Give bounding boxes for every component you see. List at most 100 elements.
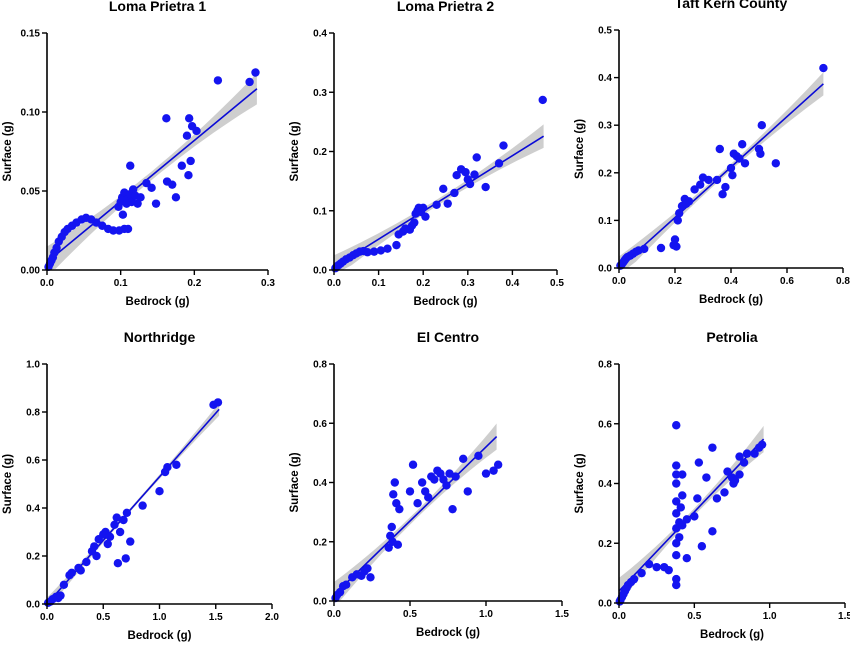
data-point [133, 199, 142, 208]
chart-panel-6: 0.0 0.5 1.0 1.5 0.0 0.2 0.4 0.6 0.8 Petrolia Bedro… [574, 329, 850, 641]
x-tick-label: 0.5 [687, 611, 701, 622]
data-point [115, 527, 125, 537]
data-point [421, 212, 430, 221]
x-tick-label: 0.0 [40, 278, 54, 289]
x-tick-label: 2.0 [265, 612, 279, 623]
data-point [76, 566, 85, 575]
x-axis-label: Bedrock (g) [699, 294, 763, 306]
data-point [735, 154, 744, 163]
y-tick-label: 0.0 [598, 599, 612, 610]
y-tick-label: 0.15 [21, 29, 41, 40]
data-point [413, 499, 422, 508]
data-point [740, 159, 750, 168]
data-point [451, 472, 460, 481]
x-tick-label: 0.5 [96, 612, 110, 623]
data-point [424, 493, 433, 502]
data-point [718, 190, 727, 199]
data-point [735, 452, 744, 461]
chart-title: Loma Prietra 2 [397, 0, 494, 14]
data-point [105, 532, 115, 541]
x-tick-label: 1.5 [555, 609, 569, 620]
y-tick-label: 0.1 [313, 206, 327, 217]
data-point [251, 68, 260, 77]
y-tick-label: 0.4 [313, 478, 327, 489]
data-point [690, 512, 699, 521]
data-point [499, 141, 508, 150]
data-point [147, 183, 156, 193]
y-axis-label: Surface (g) [289, 452, 301, 512]
data-point [672, 497, 681, 506]
data-point [474, 451, 483, 461]
chart-panel-3: 0.0 0.2 0.4 0.6 0.8 0.0 0.1 0.2 0.3 0.4 0.5 Taft Ke… [574, 0, 850, 306]
data-point [432, 200, 441, 210]
x-tick-label: 1.0 [763, 611, 777, 622]
y-tick-label: 0.0 [598, 264, 612, 275]
data-point [675, 533, 684, 542]
data-point [678, 491, 687, 500]
chart-title: Northridge [124, 329, 196, 345]
data-point [463, 487, 472, 496]
data-point [341, 580, 351, 589]
data-point [366, 573, 375, 582]
data-point [652, 562, 661, 572]
x-axis-label: Bedrock (g) [128, 630, 192, 642]
data-point [184, 114, 194, 123]
y-tick-label: 0.0 [313, 266, 327, 277]
x-tick-label: 0.0 [612, 276, 626, 287]
x-tick-label: 0.1 [372, 278, 386, 289]
data-point [676, 503, 685, 512]
data-point [682, 515, 691, 524]
data-point [408, 460, 418, 469]
data-point [756, 149, 765, 158]
y-tick-label: 0.3 [313, 88, 327, 99]
data-point [690, 185, 699, 194]
data-point [742, 449, 752, 458]
data-point [383, 244, 392, 253]
data-point [192, 126, 201, 136]
y-tick-label: 0.0 [26, 600, 40, 611]
data-point [417, 478, 427, 487]
x-tick-label: 0.5 [550, 278, 564, 289]
y-tick-label: 0.3 [598, 121, 612, 132]
data-point [472, 153, 481, 162]
regression-line [618, 83, 824, 269]
data-point [682, 553, 691, 563]
confidence-band [334, 423, 497, 601]
data-point [640, 244, 649, 254]
data-point [757, 440, 767, 449]
x-tick-label: 0.0 [327, 609, 341, 620]
y-tick-label: 0.1 [598, 216, 612, 227]
y-tick-label: 0.0 [313, 597, 327, 608]
data-point [82, 557, 91, 567]
data-point [708, 527, 717, 536]
data-point [712, 494, 722, 503]
data-point [672, 470, 681, 479]
data-point [672, 242, 681, 251]
data-point [110, 520, 119, 529]
data-point [670, 235, 680, 244]
data-point [712, 175, 722, 185]
chart-title: El Centro [417, 329, 479, 345]
data-point [704, 175, 713, 185]
chart-title: Petrolia [706, 329, 758, 345]
data-point [465, 179, 475, 189]
x-tick-label: 0.5 [403, 609, 417, 620]
data-point [493, 460, 503, 469]
x-tick-label: 0.3 [461, 278, 475, 289]
data-point [151, 199, 161, 208]
confidence-band [619, 72, 824, 268]
data-point [448, 504, 457, 514]
data-point [452, 171, 461, 180]
confidence-band [47, 73, 257, 270]
data-point [376, 246, 386, 255]
chart-title: Taft Kern County [675, 0, 788, 11]
y-tick-label: 0.2 [313, 147, 327, 158]
y-tick-label: 0.8 [598, 360, 612, 371]
y-axis-label: Surface (g) [574, 453, 586, 513]
y-tick-label: 0.6 [26, 456, 40, 467]
x-tick-label: 0.0 [40, 612, 54, 623]
y-tick-label: 1.0 [26, 360, 40, 371]
x-tick-label: 0.1 [114, 278, 128, 289]
data-point [390, 478, 399, 487]
